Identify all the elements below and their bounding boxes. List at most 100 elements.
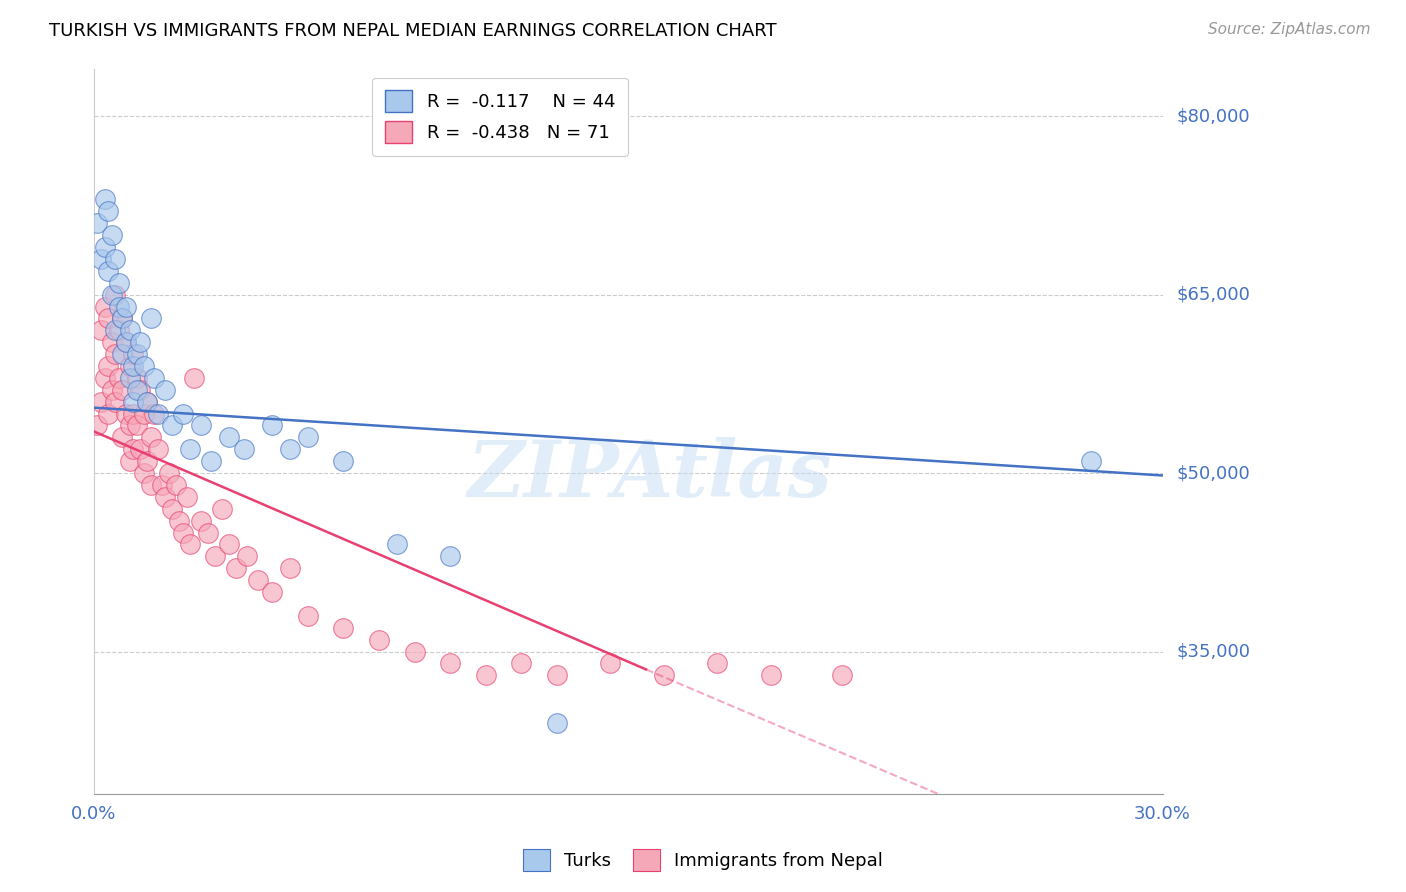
Point bbox=[278, 442, 301, 457]
Point bbox=[104, 323, 127, 337]
Point bbox=[246, 573, 269, 587]
Point bbox=[104, 347, 127, 361]
Point bbox=[108, 371, 131, 385]
Legend: Turks, Immigrants from Nepal: Turks, Immigrants from Nepal bbox=[516, 842, 890, 879]
Point bbox=[139, 311, 162, 326]
Point bbox=[115, 335, 138, 350]
Point bbox=[831, 668, 853, 682]
Point bbox=[169, 514, 191, 528]
Point bbox=[162, 418, 184, 433]
Point bbox=[172, 525, 194, 540]
Text: $80,000: $80,000 bbox=[1177, 107, 1250, 125]
Point bbox=[218, 537, 240, 551]
Point bbox=[132, 466, 155, 480]
Text: $65,000: $65,000 bbox=[1177, 285, 1250, 303]
Point bbox=[153, 490, 176, 504]
Point bbox=[183, 371, 205, 385]
Legend: R =  -0.117    N = 44, R =  -0.438   N = 71: R = -0.117 N = 44, R = -0.438 N = 71 bbox=[373, 78, 627, 156]
Point bbox=[97, 359, 120, 373]
Text: Source: ZipAtlas.com: Source: ZipAtlas.com bbox=[1208, 22, 1371, 37]
Point bbox=[439, 549, 461, 564]
Point bbox=[86, 216, 108, 230]
Point bbox=[232, 442, 254, 457]
Point bbox=[153, 383, 176, 397]
Point bbox=[139, 430, 162, 444]
Point bbox=[122, 359, 145, 373]
Point bbox=[97, 407, 120, 421]
Point bbox=[179, 537, 201, 551]
Point bbox=[122, 394, 145, 409]
Point bbox=[143, 407, 166, 421]
Point bbox=[86, 418, 108, 433]
Point bbox=[706, 657, 728, 671]
Point bbox=[278, 561, 301, 575]
Point bbox=[125, 418, 148, 433]
Point bbox=[104, 252, 127, 266]
Point bbox=[157, 466, 180, 480]
Point bbox=[759, 668, 782, 682]
Point bbox=[93, 300, 115, 314]
Point bbox=[104, 287, 127, 301]
Point bbox=[172, 407, 194, 421]
Point bbox=[118, 323, 141, 337]
Point bbox=[385, 537, 408, 551]
Point bbox=[546, 668, 568, 682]
Point bbox=[90, 323, 112, 337]
Point bbox=[211, 501, 233, 516]
Point bbox=[146, 442, 169, 457]
Point bbox=[136, 394, 159, 409]
Text: TURKISH VS IMMIGRANTS FROM NEPAL MEDIAN EARNINGS CORRELATION CHART: TURKISH VS IMMIGRANTS FROM NEPAL MEDIAN … bbox=[49, 22, 778, 40]
Point bbox=[218, 430, 240, 444]
Point bbox=[111, 311, 134, 326]
Point bbox=[439, 657, 461, 671]
Point bbox=[132, 359, 155, 373]
Text: ZIPAtlas: ZIPAtlas bbox=[467, 437, 832, 513]
Point bbox=[129, 383, 152, 397]
Point bbox=[104, 394, 127, 409]
Point bbox=[129, 335, 152, 350]
Point bbox=[115, 300, 138, 314]
Point bbox=[125, 383, 148, 397]
Point bbox=[97, 311, 120, 326]
Point bbox=[297, 608, 319, 623]
Point bbox=[176, 490, 198, 504]
Point bbox=[297, 430, 319, 444]
Point bbox=[332, 621, 354, 635]
Point bbox=[122, 442, 145, 457]
Point bbox=[122, 407, 145, 421]
Point bbox=[111, 430, 134, 444]
Point bbox=[97, 264, 120, 278]
Point bbox=[190, 514, 212, 528]
Point bbox=[115, 335, 138, 350]
Point bbox=[118, 371, 141, 385]
Point bbox=[146, 407, 169, 421]
Point bbox=[93, 240, 115, 254]
Point bbox=[136, 394, 159, 409]
Point bbox=[111, 383, 134, 397]
Point bbox=[139, 478, 162, 492]
Point bbox=[179, 442, 201, 457]
Point bbox=[510, 657, 533, 671]
Point bbox=[108, 276, 131, 290]
Point bbox=[162, 501, 184, 516]
Point bbox=[197, 525, 219, 540]
Point bbox=[125, 371, 148, 385]
Point bbox=[150, 478, 173, 492]
Point bbox=[93, 193, 115, 207]
Point bbox=[100, 287, 122, 301]
Point bbox=[225, 561, 247, 575]
Point bbox=[97, 204, 120, 219]
Point bbox=[165, 478, 187, 492]
Point bbox=[200, 454, 222, 468]
Point bbox=[236, 549, 259, 564]
Point bbox=[108, 300, 131, 314]
Point bbox=[118, 359, 141, 373]
Point bbox=[143, 371, 166, 385]
Point bbox=[115, 407, 138, 421]
Point bbox=[190, 418, 212, 433]
Point bbox=[90, 394, 112, 409]
Point bbox=[204, 549, 226, 564]
Point bbox=[474, 668, 496, 682]
Point bbox=[404, 644, 426, 658]
Point bbox=[546, 716, 568, 731]
